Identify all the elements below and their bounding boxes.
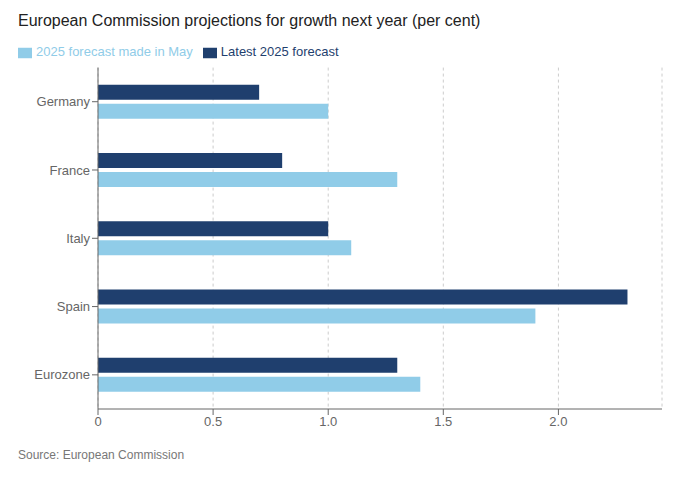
svg-text:0.5: 0.5 [204, 414, 222, 429]
html-text:Source: European Commission: Source: European Commission [18, 448, 185, 462]
svg-text:0: 0 [94, 414, 101, 429]
svg-text:1.5: 1.5 [434, 414, 452, 429]
svg-text:1.0: 1.0 [319, 414, 337, 429]
html-text:Latest 2025 forecast: Latest 2025 forecast [220, 44, 339, 59]
svg-text:Spain: Spain [57, 299, 90, 314]
svg-text:Eurozone: Eurozone [34, 367, 90, 382]
svg-text:Italy: Italy [66, 231, 90, 246]
svg-text:France: France [50, 163, 90, 178]
svg-text:2.0: 2.0 [549, 414, 567, 429]
html-text:European Commission projection: European Commission projections for grow… [18, 12, 481, 29]
svg-text:Germany: Germany [37, 94, 91, 109]
html-text:2025 forecast made in May: 2025 forecast made in May [36, 44, 193, 59]
